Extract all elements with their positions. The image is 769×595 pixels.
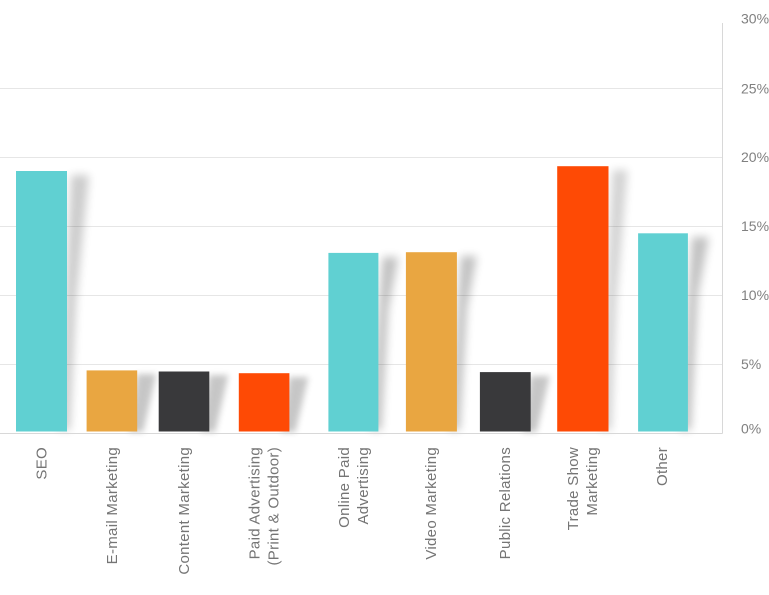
- svg-text:10%: 10%: [741, 287, 769, 303]
- svg-text:5%: 5%: [741, 356, 761, 372]
- svg-text:25%: 25%: [741, 80, 769, 96]
- svg-text:30%: 30%: [741, 11, 769, 27]
- svg-text:Content Marketing: Content Marketing: [176, 447, 193, 575]
- svg-text:Paid Advertising: Paid Advertising: [247, 447, 264, 559]
- svg-text:E-mail Marketing: E-mail Marketing: [104, 447, 121, 564]
- svg-text:Marketing: Marketing: [584, 447, 601, 516]
- svg-text:Online Paid: Online Paid: [336, 447, 353, 528]
- svg-text:Public Relations: Public Relations: [497, 447, 514, 559]
- svg-text:Trade Show: Trade Show: [565, 447, 582, 530]
- svg-text:20%: 20%: [741, 149, 769, 165]
- svg-text:SEO: SEO: [34, 447, 51, 480]
- svg-text:(Print & Outdoor): (Print & Outdoor): [266, 447, 283, 565]
- svg-text:Advertising: Advertising: [355, 447, 372, 525]
- svg-text:15%: 15%: [741, 218, 769, 234]
- svg-text:Other: Other: [654, 447, 671, 486]
- svg-text:0%: 0%: [741, 421, 761, 437]
- svg-text:Video Marketing: Video Marketing: [423, 447, 440, 560]
